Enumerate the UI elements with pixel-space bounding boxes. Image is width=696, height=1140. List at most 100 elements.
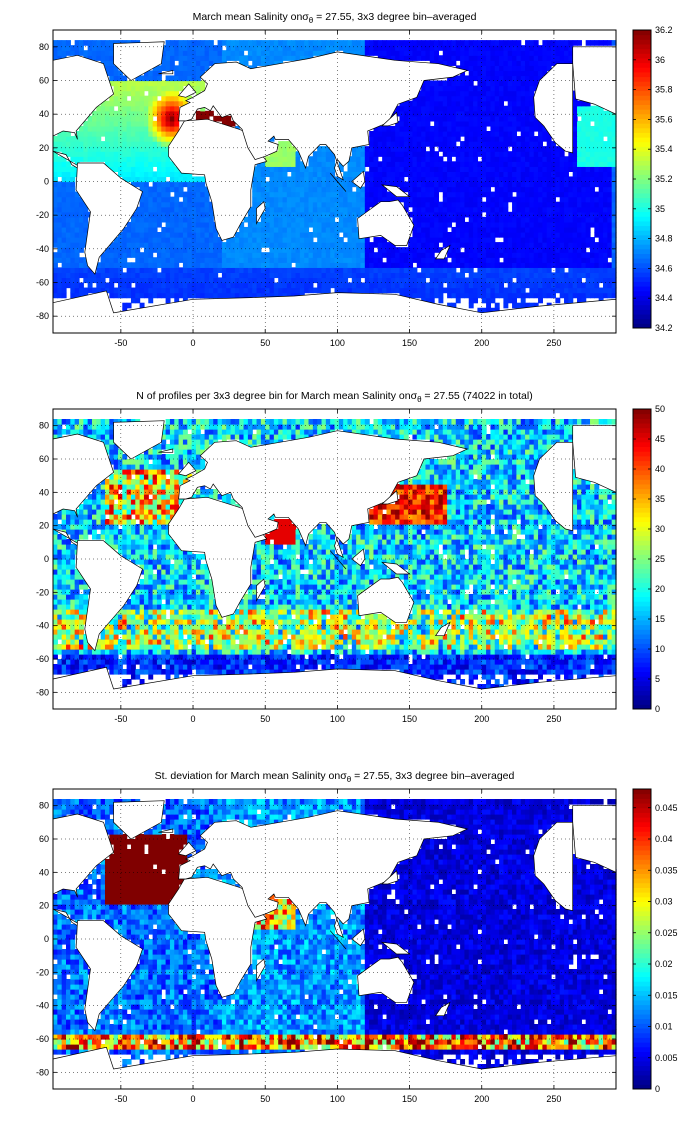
heatmap-cell <box>525 206 530 213</box>
heatmap-cell <box>412 161 418 167</box>
heatmap-cell <box>299 257 305 263</box>
heatmap-cell <box>269 45 275 51</box>
heatmap-cell <box>135 85 141 92</box>
heatmap-cell <box>581 247 587 253</box>
heatmap-cell <box>577 232 582 238</box>
heatmap-cell <box>70 277 76 284</box>
heatmap-cell <box>53 55 58 61</box>
heatmap-cell <box>200 115 206 122</box>
heatmap-cell <box>590 146 595 152</box>
heatmap-cell <box>61 156 67 162</box>
heatmap-cell <box>260 171 266 178</box>
heatmap-cell <box>590 252 595 258</box>
heatmap-cell <box>334 226 340 233</box>
land-polygon <box>381 111 399 127</box>
heatmap-cell <box>477 146 483 152</box>
heatmap-cell <box>364 257 370 263</box>
heatmap-cell <box>109 120 115 127</box>
heatmap-cell <box>421 196 427 203</box>
heatmap-cell <box>525 50 530 56</box>
heatmap-cell <box>416 272 422 279</box>
heatmap-cell <box>564 60 569 66</box>
heatmap-cell <box>451 50 457 56</box>
heatmap-cell <box>494 216 500 223</box>
heatmap-cell <box>78 221 84 228</box>
heatmap-cell <box>330 262 336 268</box>
heatmap-cell <box>325 237 331 243</box>
heatmap-cell <box>598 176 604 183</box>
heatmap-cell <box>291 176 297 183</box>
heatmap-cell <box>494 211 500 218</box>
land-polygon <box>533 63 574 154</box>
heatmap-cell <box>551 176 556 183</box>
heatmap-cell <box>594 216 600 223</box>
heatmap-cell <box>568 191 574 198</box>
heatmap-cell <box>516 272 522 279</box>
heatmap-cell <box>148 247 154 253</box>
heatmap-cell <box>295 242 301 248</box>
heatmap-cell <box>611 257 617 263</box>
heatmap-cell <box>282 176 288 183</box>
heatmap-cell <box>425 226 431 233</box>
heatmap-cell <box>429 206 435 213</box>
heatmap-cell <box>65 50 71 56</box>
heatmap-cell <box>269 191 275 198</box>
heatmap-cell <box>429 156 435 162</box>
heatmap-cell <box>442 176 448 183</box>
heatmap-cell <box>148 161 154 167</box>
heatmap-cell <box>96 120 102 127</box>
heatmap-cell <box>174 237 180 243</box>
heatmap-cell <box>204 206 210 213</box>
heatmap-cell <box>334 257 340 263</box>
heatmap-cell <box>343 206 349 213</box>
heatmap-cell <box>83 211 89 218</box>
heatmap-cell <box>572 105 578 112</box>
heatmap-cell <box>317 287 323 294</box>
heatmap-cell <box>447 60 453 66</box>
heatmap-cell <box>252 292 258 299</box>
heatmap-cell <box>529 110 535 117</box>
heatmap-cell <box>113 669 119 675</box>
heatmap-cell <box>598 161 604 167</box>
heatmap-cell <box>455 136 461 142</box>
heatmap-cell <box>308 282 314 289</box>
heatmap-cell <box>486 176 492 183</box>
heatmap-cell <box>174 242 180 248</box>
colorbar-segment <box>633 318 651 324</box>
heatmap-cell <box>412 242 418 248</box>
heatmap-cell <box>451 247 457 253</box>
heatmap-cell <box>178 191 184 198</box>
heatmap-cell <box>559 237 565 243</box>
heatmap-cell <box>278 171 284 178</box>
heatmap-cell <box>260 242 266 248</box>
heatmap-cell <box>278 247 284 253</box>
heatmap-cell <box>78 156 84 162</box>
heatmap-cell <box>174 191 180 198</box>
heatmap-cell <box>117 146 123 152</box>
heatmap-cell <box>200 252 206 258</box>
heatmap-cell <box>464 287 470 294</box>
heatmap-cell <box>78 287 84 294</box>
heatmap-cell <box>460 242 466 248</box>
heatmap-cell <box>148 272 154 279</box>
heatmap-cell <box>295 55 301 61</box>
heatmap-cell <box>477 277 483 284</box>
heatmap-cell <box>451 302 457 309</box>
heatmap-cell <box>130 181 136 188</box>
heatmap-cell <box>53 45 58 51</box>
heatmap-cell <box>295 186 301 193</box>
heatmap-cell <box>91 55 97 61</box>
heatmap-cell <box>104 146 110 152</box>
heatmap-cell <box>152 221 158 228</box>
heatmap-cell <box>594 282 600 289</box>
heatmap-cell <box>533 186 539 193</box>
heatmap-cell <box>455 151 461 157</box>
heatmap-cell <box>507 186 513 193</box>
heatmap-cell <box>395 156 401 162</box>
heatmap-cell <box>421 120 427 127</box>
heatmap-cell <box>351 181 357 188</box>
heatmap-cell <box>356 45 362 51</box>
heatmap-cell <box>438 40 444 46</box>
heatmap-cell <box>356 282 362 289</box>
heatmap-cell <box>572 151 578 157</box>
